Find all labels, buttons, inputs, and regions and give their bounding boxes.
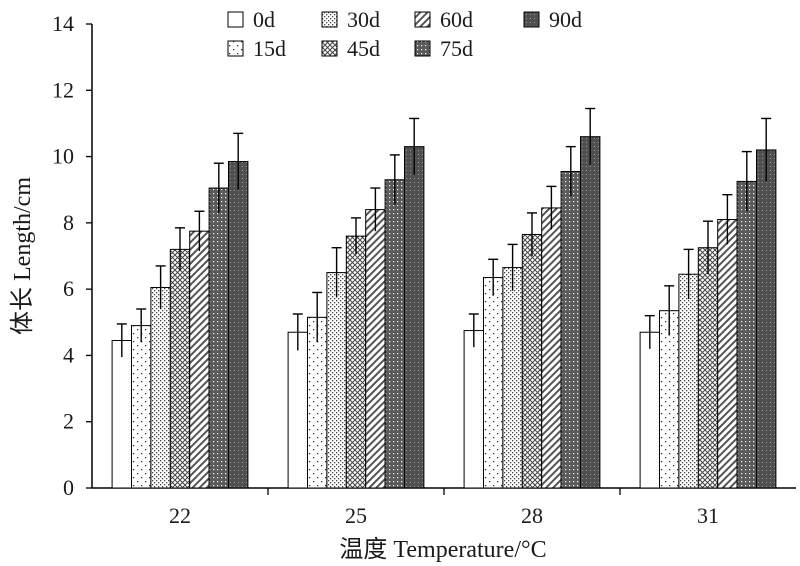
y-tick-label: 2 bbox=[63, 409, 74, 434]
bar bbox=[560, 170, 581, 489]
x-tick-label: 22 bbox=[169, 503, 191, 528]
y-tick-label: 12 bbox=[52, 77, 74, 102]
bar bbox=[307, 316, 328, 489]
y-tick-label: 0 bbox=[63, 475, 74, 500]
bar bbox=[150, 286, 171, 489]
legend-label: 75d bbox=[440, 36, 473, 61]
y-tick-label: 8 bbox=[63, 210, 74, 235]
legend-label: 0d bbox=[253, 7, 275, 32]
x-tick-label: 28 bbox=[521, 503, 543, 528]
bar bbox=[287, 331, 309, 489]
legend-swatch bbox=[321, 11, 338, 28]
legend-swatch bbox=[227, 40, 244, 57]
bar bbox=[580, 136, 601, 489]
bar bbox=[521, 233, 543, 489]
y-tick-label: 14 bbox=[52, 11, 74, 36]
x-tick-label: 25 bbox=[345, 503, 367, 528]
legend-label: 30d bbox=[347, 7, 380, 32]
y-tick-label: 10 bbox=[52, 144, 74, 169]
bar bbox=[404, 146, 425, 489]
bar bbox=[756, 149, 777, 489]
bar bbox=[678, 273, 699, 489]
bar bbox=[502, 267, 523, 489]
bar bbox=[463, 330, 485, 489]
bar bbox=[717, 219, 738, 489]
y-tick-label: 4 bbox=[63, 342, 74, 367]
x-tick-label: 31 bbox=[697, 503, 719, 528]
bar bbox=[208, 187, 230, 489]
y-tick-label: 6 bbox=[63, 276, 74, 301]
y-axis-label: 体长 Length/cm bbox=[9, 177, 36, 335]
bar bbox=[541, 207, 562, 489]
legend-label: 45d bbox=[347, 36, 380, 61]
bar bbox=[639, 331, 660, 489]
bar bbox=[111, 340, 132, 489]
plot-area: 0 2 4 6 8 10 12 14 22 25 28 31 0d 30d 60d 90d 15d 45d 75d bbox=[52, 7, 796, 528]
legend-swatch bbox=[321, 40, 338, 57]
legend-swatch bbox=[227, 11, 244, 28]
bar bbox=[736, 180, 757, 489]
bar bbox=[483, 277, 504, 489]
x-axis-label: 温度 Temperature/°C bbox=[339, 536, 546, 563]
legend-swatch bbox=[523, 11, 540, 28]
bar bbox=[384, 179, 406, 489]
bar bbox=[326, 272, 347, 489]
bar bbox=[659, 310, 680, 489]
bar bbox=[697, 247, 719, 489]
legend-label: 15d bbox=[253, 36, 286, 61]
bar bbox=[228, 161, 249, 489]
bar bbox=[189, 230, 210, 489]
legend-swatch bbox=[414, 40, 431, 57]
bar bbox=[169, 248, 191, 489]
legend-label: 90d bbox=[549, 7, 582, 32]
bar bbox=[345, 235, 367, 489]
bar bbox=[131, 325, 152, 489]
bar bbox=[365, 209, 386, 489]
legend-label: 60d bbox=[440, 7, 473, 32]
legend-swatch bbox=[414, 11, 431, 28]
